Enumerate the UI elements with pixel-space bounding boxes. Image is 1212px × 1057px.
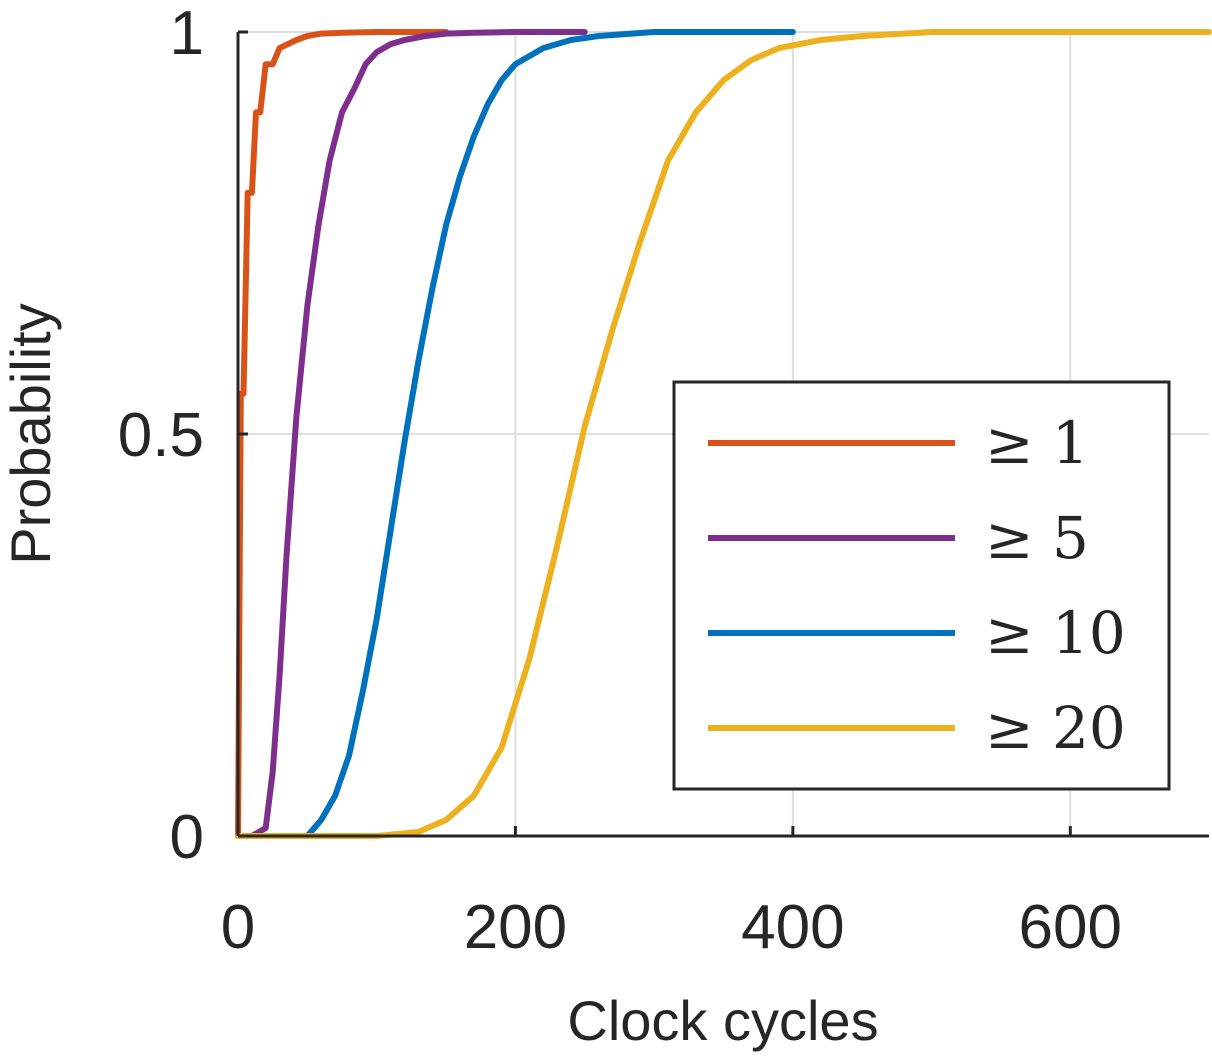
axes	[236, 30, 1209, 838]
series-line-1	[235, 29, 450, 839]
tick-labels: 0 200 400 600 0 0.5 1	[118, 0, 1122, 962]
x-tick-label-0: 0	[221, 893, 255, 962]
y-tick-label-0: 0	[170, 803, 204, 872]
x-tick-label-2: 400	[741, 893, 844, 962]
y-tick-label-1: 0.5	[118, 401, 204, 470]
legend-label-4: ≥ 20	[985, 694, 1126, 762]
legend-label-1: ≥ 1	[985, 409, 1089, 477]
legend: ≥ 1 ≥ 5 ≥ 10 ≥ 20	[672, 380, 1171, 791]
x-axis-label: Clock cycles	[567, 989, 878, 1052]
legend-box	[672, 380, 1171, 791]
y-tick-label-2: 1	[170, 0, 204, 68]
series-line-3	[304, 29, 796, 839]
legend-label-3: ≥ 10	[985, 599, 1126, 667]
series-layer	[235, 29, 1212, 839]
series-line-2	[248, 29, 588, 839]
x-tick-label-3: 600	[1019, 893, 1122, 962]
y-axis-label: Probability	[0, 303, 62, 564]
x-tick-label-1: 200	[464, 893, 567, 962]
legend-label-2: ≥ 5	[985, 504, 1089, 572]
series-line-4	[235, 29, 1212, 839]
